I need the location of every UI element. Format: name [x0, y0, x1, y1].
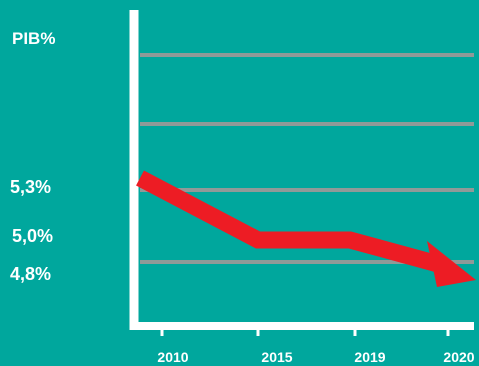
y-tick-label: 5,3%: [10, 177, 51, 197]
y-tick-label: 5,0%: [12, 226, 53, 246]
series-layer: [136, 170, 476, 287]
x-tick-label: 2019: [354, 349, 385, 365]
y-axis-title: PIB%: [12, 29, 55, 48]
x-tick-label: 2020: [443, 349, 474, 365]
gridlines: [140, 53, 474, 264]
arrowhead-marker: [427, 241, 476, 287]
x-tick-label: 2010: [157, 349, 188, 365]
axes: [129, 10, 474, 336]
x-tick-label: 2015: [261, 349, 292, 365]
series-line: [136, 170, 441, 273]
y-tick-label: 4,8%: [10, 264, 51, 284]
